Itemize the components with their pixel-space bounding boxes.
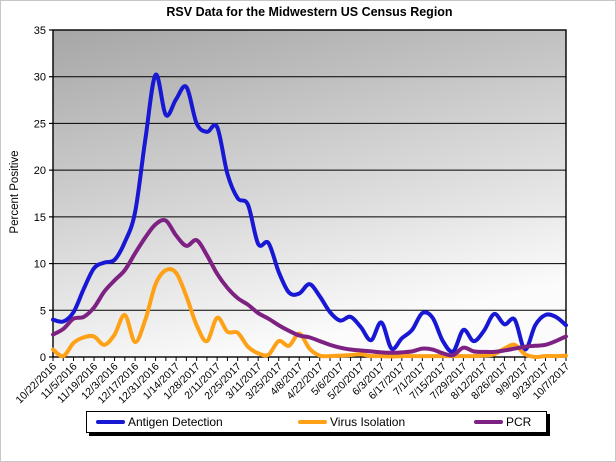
legend-item-antigen-detection: Antigen Detection	[96, 412, 223, 432]
legend-label-pcr: PCR	[506, 415, 532, 429]
legend-label-virus-isolation: Virus Isolation	[330, 415, 406, 429]
legend: Antigen Detection Virus Isolation PCR	[86, 411, 547, 433]
svg-text:10: 10	[34, 259, 46, 271]
svg-text:30: 30	[34, 72, 46, 84]
svg-text:0: 0	[40, 352, 46, 364]
svg-text:15: 15	[34, 212, 46, 224]
svg-text:5: 5	[40, 305, 46, 317]
legend-item-virus-isolation: Virus Isolation	[298, 412, 405, 432]
svg-text:20: 20	[34, 165, 46, 177]
svg-text:35: 35	[34, 25, 46, 37]
virus-isolation-line-swatch	[298, 420, 327, 424]
svg-text:25: 25	[34, 118, 46, 130]
legend-label-antigen-detection: Antigen Detection	[128, 415, 223, 429]
pcr-line-swatch	[474, 420, 503, 424]
chart-title: RSV Data for the Midwestern US Census Re…	[166, 5, 453, 19]
legend-item-pcr: PCR	[474, 412, 531, 432]
antigen-detection-line-swatch	[96, 420, 125, 424]
